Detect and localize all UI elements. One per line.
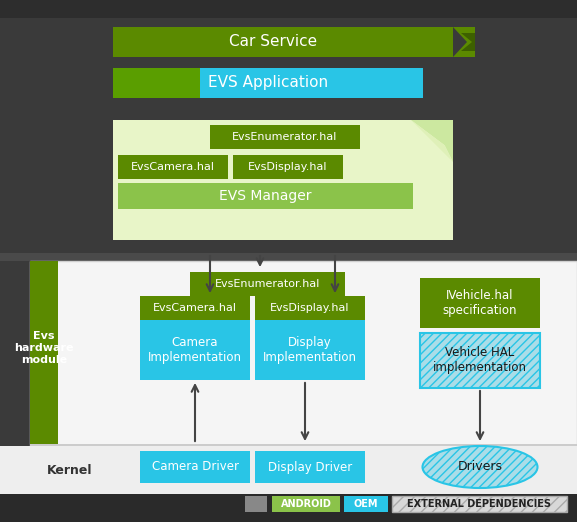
Text: Car Service: Car Service xyxy=(229,34,317,50)
Bar xyxy=(255,296,365,320)
Text: IVehicle.hal
specification: IVehicle.hal specification xyxy=(443,289,517,317)
Bar xyxy=(272,496,340,512)
Bar xyxy=(0,253,577,261)
Text: EvsEnumerator.hal: EvsEnumerator.hal xyxy=(215,279,320,289)
Text: EVS Manager: EVS Manager xyxy=(219,189,312,203)
Bar xyxy=(140,451,250,483)
Bar xyxy=(113,120,453,240)
Text: Display Driver: Display Driver xyxy=(268,460,352,473)
Text: EXTERNAL DEPENDENCIES: EXTERNAL DEPENDENCIES xyxy=(407,499,551,509)
Bar xyxy=(140,320,250,380)
Bar xyxy=(30,444,577,446)
Polygon shape xyxy=(411,120,453,162)
Bar xyxy=(118,183,413,209)
Polygon shape xyxy=(461,33,475,51)
Text: Vehicle HAL
implementation: Vehicle HAL implementation xyxy=(433,347,527,374)
Text: EvsCamera.hal: EvsCamera.hal xyxy=(131,162,215,172)
Text: Kernel: Kernel xyxy=(47,464,93,477)
Bar xyxy=(0,446,577,508)
Bar xyxy=(118,155,228,179)
Bar xyxy=(210,125,360,149)
Bar xyxy=(245,496,267,512)
Text: Camera Driver: Camera Driver xyxy=(152,460,238,473)
Bar xyxy=(255,320,365,380)
Polygon shape xyxy=(453,27,475,57)
Polygon shape xyxy=(411,120,453,162)
Text: Evs
hardware
module: Evs hardware module xyxy=(14,331,74,364)
Text: EvsEnumerator.hal: EvsEnumerator.hal xyxy=(233,132,338,142)
Bar xyxy=(30,261,577,446)
Bar xyxy=(140,296,250,320)
Bar xyxy=(0,0,577,18)
Bar xyxy=(113,68,200,98)
Bar xyxy=(420,278,540,328)
Ellipse shape xyxy=(422,446,538,488)
Text: EvsCamera.hal: EvsCamera.hal xyxy=(153,303,237,313)
Text: ANDROID: ANDROID xyxy=(280,499,331,509)
Text: OEM: OEM xyxy=(354,499,379,509)
Bar xyxy=(30,261,58,446)
Text: EvsDisplay.hal: EvsDisplay.hal xyxy=(270,303,350,313)
Text: Display
Implementation: Display Implementation xyxy=(263,336,357,364)
Text: Drivers: Drivers xyxy=(458,460,503,473)
Bar xyxy=(0,18,577,253)
Bar xyxy=(113,27,453,57)
Bar xyxy=(255,451,365,483)
Bar xyxy=(344,496,388,512)
Bar xyxy=(190,272,345,296)
Bar xyxy=(420,333,540,388)
Text: EVS Application: EVS Application xyxy=(208,76,328,90)
Bar xyxy=(200,68,423,98)
Bar xyxy=(392,496,567,512)
Bar xyxy=(233,155,343,179)
Text: Camera
Implementation: Camera Implementation xyxy=(148,336,242,364)
Bar xyxy=(0,494,577,522)
Text: EvsDisplay.hal: EvsDisplay.hal xyxy=(248,162,328,172)
